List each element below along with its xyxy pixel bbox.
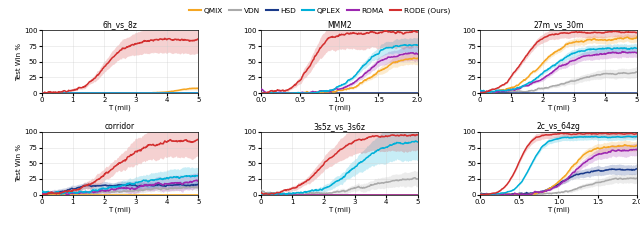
X-axis label: T (mil): T (mil) xyxy=(328,206,351,213)
Title: 6h_vs_8z: 6h_vs_8z xyxy=(102,21,138,30)
Title: MMM2: MMM2 xyxy=(327,21,351,30)
Y-axis label: Test Win %: Test Win % xyxy=(17,144,22,182)
Y-axis label: Test Win %: Test Win % xyxy=(17,43,22,81)
X-axis label: T (mil): T (mil) xyxy=(547,105,570,111)
Title: 2c_vs_64zg: 2c_vs_64zg xyxy=(536,122,580,131)
X-axis label: T (mil): T (mil) xyxy=(547,206,570,213)
Title: 27m_vs_30m: 27m_vs_30m xyxy=(533,21,584,30)
Legend: QMIX, VDN, HSD, QPLEX, ROMA, RODE (Ours): QMIX, VDN, HSD, QPLEX, ROMA, RODE (Ours) xyxy=(186,5,454,17)
Title: corridor: corridor xyxy=(105,122,135,131)
Title: 3s5z_vs_3s6z: 3s5z_vs_3s6z xyxy=(313,122,365,131)
X-axis label: T (mil): T (mil) xyxy=(328,105,351,111)
X-axis label: T (mil): T (mil) xyxy=(109,105,131,111)
X-axis label: T (mil): T (mil) xyxy=(109,206,131,213)
